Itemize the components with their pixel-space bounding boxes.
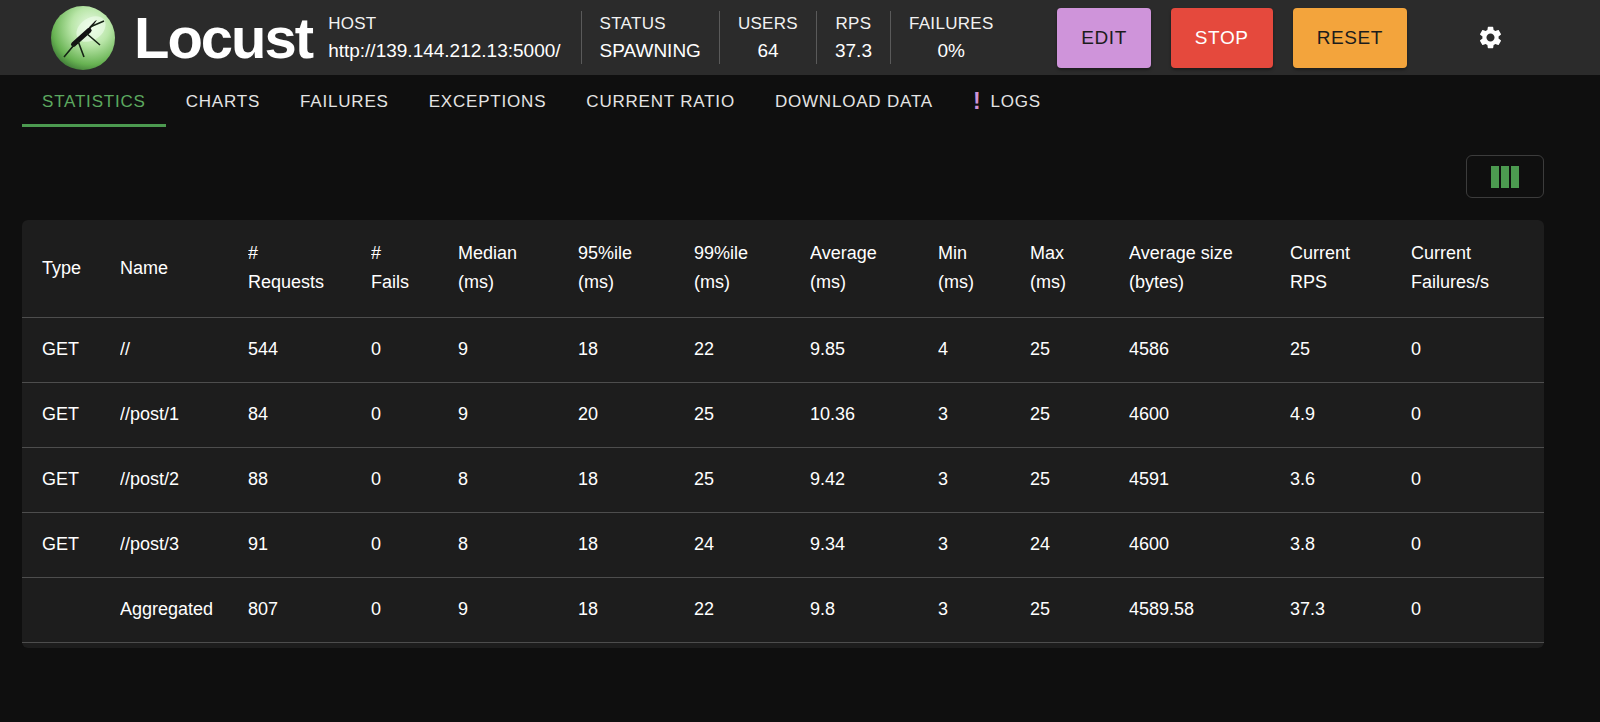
- users-block: USERS 64: [720, 11, 816, 65]
- rps-label: RPS: [836, 11, 872, 37]
- status-label: STATUS: [600, 11, 666, 37]
- statistics-table: Type Name #Requests #Fails Median(ms) 95…: [22, 220, 1544, 643]
- users-count: 64: [757, 37, 778, 65]
- failures-value: 0%: [938, 37, 965, 65]
- header-buttons: EDIT STOP RESET: [1037, 8, 1407, 68]
- host-value: http://139.144.212.13:5000/: [328, 37, 560, 65]
- col-header-name[interactable]: Name: [120, 220, 248, 317]
- tab-current-ratio[interactable]: CURRENT RATIO: [566, 79, 755, 127]
- tab-download-data[interactable]: DOWNLOAD DATA: [755, 79, 953, 127]
- edit-button[interactable]: EDIT: [1057, 8, 1151, 68]
- stop-button[interactable]: STOP: [1171, 8, 1273, 68]
- col-header-average[interactable]: Average(ms): [810, 220, 938, 317]
- app-title: Locust: [134, 0, 312, 75]
- columns-icon: [1491, 166, 1499, 188]
- col-header-avg-size[interactable]: Average size(bytes): [1129, 220, 1290, 317]
- col-header-95ile[interactable]: 95%ile(ms): [578, 220, 694, 317]
- tab-statistics[interactable]: STATISTICS: [22, 79, 166, 127]
- table-toolbar: [0, 155, 1600, 198]
- tab-bar: STATISTICS CHARTS FAILURES EXCEPTIONS CU…: [22, 79, 1600, 127]
- column-selector-button[interactable]: [1466, 155, 1544, 198]
- rps-value: 37.3: [835, 37, 872, 65]
- col-header-type[interactable]: Type: [22, 220, 120, 317]
- col-header-fails[interactable]: #Fails: [371, 220, 458, 317]
- status-value: SPAWNING: [600, 37, 701, 65]
- table-row: GET//post/18409202510.3632546004.90: [22, 382, 1544, 447]
- table-row: GET//5440918229.854254586250: [22, 317, 1544, 382]
- reset-button[interactable]: RESET: [1293, 8, 1407, 68]
- tab-charts[interactable]: CHARTS: [166, 79, 280, 127]
- col-header-99ile[interactable]: 99%ile(ms): [694, 220, 810, 317]
- tab-failures[interactable]: FAILURES: [280, 79, 409, 127]
- col-header-requests[interactable]: #Requests: [248, 220, 371, 317]
- status-block: STATUS SPAWNING: [582, 11, 719, 65]
- exclamation-icon: !: [973, 90, 981, 113]
- locust-logo-icon: [50, 5, 116, 71]
- app-header: Locust HOST http://139.144.212.13:5000/ …: [0, 0, 1600, 75]
- host-label: HOST: [328, 11, 376, 37]
- host-block: HOST http://139.144.212.13:5000/: [328, 11, 578, 65]
- col-header-median[interactable]: Median(ms): [458, 220, 578, 317]
- col-header-current-rps[interactable]: CurrentRPS: [1290, 220, 1411, 317]
- tab-exceptions[interactable]: EXCEPTIONS: [409, 79, 567, 127]
- failures-label: FAILURES: [909, 11, 994, 37]
- users-label: USERS: [738, 11, 798, 37]
- table-row: GET//post/3910818249.3432446003.80: [22, 512, 1544, 577]
- table-header-row: Type Name #Requests #Fails Median(ms) 95…: [22, 220, 1544, 317]
- statistics-table-card: Type Name #Requests #Fails Median(ms) 95…: [22, 220, 1544, 648]
- col-header-current-failures[interactable]: CurrentFailures/s: [1411, 220, 1544, 317]
- col-header-min[interactable]: Min(ms): [938, 220, 1030, 317]
- table-row: GET//post/2880818259.4232545913.60: [22, 447, 1544, 512]
- rps-block: RPS 37.3: [817, 11, 890, 65]
- tab-logs[interactable]: ! LOGS: [953, 79, 1061, 127]
- table-row-aggregated: Aggregated8070918229.83254589.5837.30: [22, 577, 1544, 642]
- failures-block: FAILURES 0%: [891, 11, 1012, 65]
- settings-gear-icon[interactable]: [1477, 24, 1504, 51]
- col-header-max[interactable]: Max(ms): [1030, 220, 1129, 317]
